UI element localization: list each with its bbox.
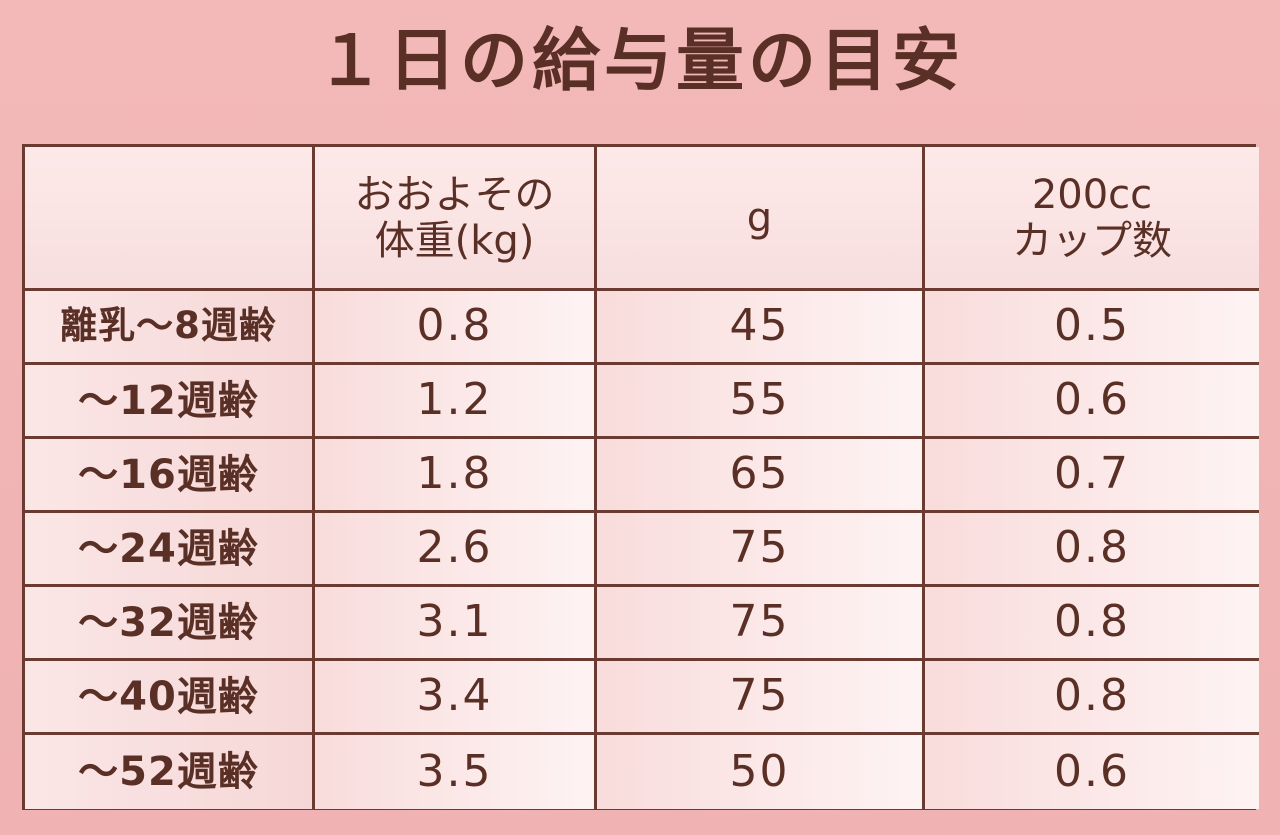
cell-cups: 0.6 (925, 365, 1259, 439)
cell-weight: 3.1 (315, 587, 597, 661)
cell-weight: 3.5 (315, 735, 597, 809)
row-label: ～24週齢 (25, 513, 315, 587)
cell-cups: 0.5 (925, 291, 1259, 365)
cell-grams: 75 (597, 587, 925, 661)
header-cell-cups: 200cc カップ数 (925, 147, 1259, 291)
header-grams-label: g (746, 194, 773, 241)
cell-grams: 75 (597, 661, 925, 735)
cell-cups: 0.6 (925, 735, 1259, 809)
header-cell-grams: g (597, 147, 925, 291)
cell-weight: 1.8 (315, 439, 597, 513)
header-cell-weight: おおよその 体重(kg) (315, 147, 597, 291)
page-title: １日の給与量の目安 (315, 22, 964, 101)
row-label: ～52週齢 (25, 735, 315, 809)
row-label: ～12週齢 (25, 365, 315, 439)
header-cell-empty (25, 147, 315, 291)
cell-cups: 0.8 (925, 661, 1259, 735)
row-label: ～32週齢 (25, 587, 315, 661)
header-weight-line2: 体重(kg) (374, 217, 535, 264)
row-label: ～16週齢 (25, 439, 315, 513)
cell-cups: 0.8 (925, 587, 1259, 661)
row-label: ～40週齢 (25, 661, 315, 735)
cell-grams: 75 (597, 513, 925, 587)
cell-weight: 2.6 (315, 513, 597, 587)
header-cups-line2: カップ数 (1012, 217, 1172, 264)
cell-grams: 50 (597, 735, 925, 809)
cell-weight: 0.8 (315, 291, 597, 365)
cell-grams: 55 (597, 365, 925, 439)
cell-grams: 45 (597, 291, 925, 365)
cell-grams: 65 (597, 439, 925, 513)
feeding-table: おおよその 体重(kg) g 200cc カップ数 離乳～8週齢 0.8 45 0.5… (22, 144, 1259, 810)
row-label: 離乳～8週齢 (25, 291, 315, 365)
cell-weight: 3.4 (315, 661, 597, 735)
cell-cups: 0.8 (925, 513, 1259, 587)
header-weight-line1: おおよその (354, 171, 555, 218)
cell-cups: 0.7 (925, 439, 1259, 513)
header-cups-line1: 200cc (1031, 171, 1153, 218)
cell-weight: 1.2 (315, 365, 597, 439)
